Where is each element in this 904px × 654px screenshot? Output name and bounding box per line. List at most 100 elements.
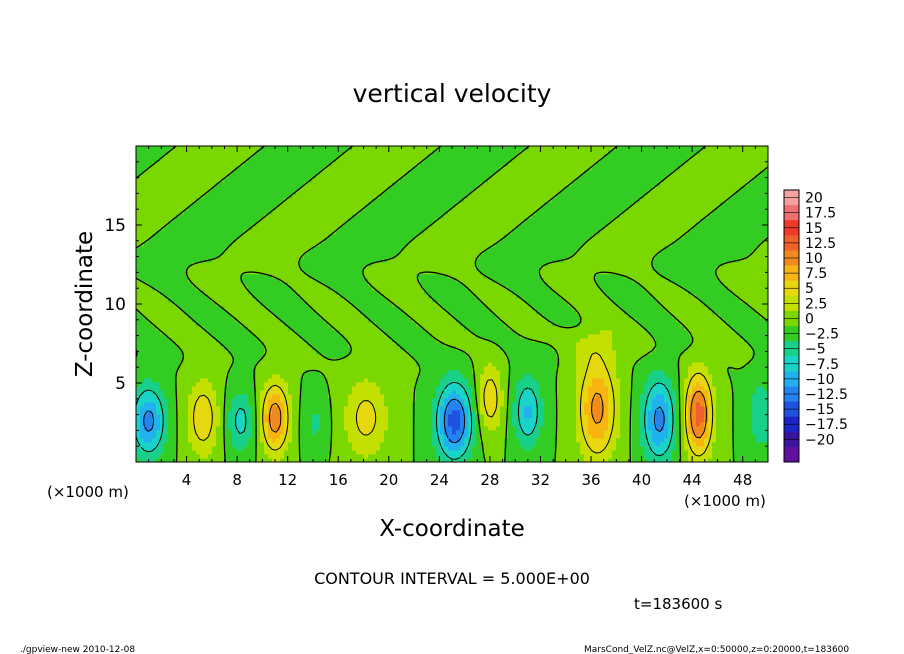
- field-cell: [268, 346, 273, 351]
- field-cell: [248, 342, 253, 347]
- field-cell: [184, 418, 189, 423]
- field-cell: [140, 438, 145, 443]
- field-cell: [724, 338, 729, 343]
- field-cell: [672, 426, 677, 431]
- field-cell: [152, 414, 157, 419]
- field-cell: [160, 358, 165, 363]
- field-cell: [272, 422, 277, 427]
- field-cell: [728, 398, 733, 403]
- field-cell: [208, 446, 213, 451]
- field-cell: [304, 354, 309, 359]
- field-cell: [600, 386, 605, 391]
- field-cell: [212, 370, 217, 375]
- field-cell: [672, 354, 677, 359]
- field-cell: [380, 414, 385, 419]
- field-cell: [276, 442, 281, 447]
- field-cell: [704, 362, 709, 367]
- field-cell: [540, 422, 545, 427]
- field-cell: [552, 370, 557, 375]
- field-cell: [716, 442, 721, 447]
- field-cell: [292, 434, 297, 439]
- field-cell: [672, 338, 677, 343]
- field-cell: [268, 450, 273, 455]
- field-cell: [308, 350, 313, 355]
- field-cell: [288, 358, 293, 363]
- field-cell: [632, 350, 637, 355]
- field-cell: [268, 374, 273, 379]
- field-cell: [744, 398, 749, 403]
- field-cell: [304, 350, 309, 355]
- field-cell: [252, 358, 257, 363]
- field-cell: [464, 378, 469, 383]
- field-cell: [708, 386, 713, 391]
- field-cell: [376, 358, 381, 363]
- field-cell: [648, 398, 653, 403]
- field-cell: [640, 426, 645, 431]
- field-cell: [628, 398, 633, 403]
- field-cell: [336, 370, 341, 375]
- field-cell: [688, 438, 693, 443]
- field-cell: [380, 430, 385, 435]
- field-cell: [400, 394, 405, 399]
- field-cell: [324, 386, 329, 391]
- field-cell: [204, 358, 209, 363]
- field-cell: [428, 434, 433, 439]
- field-cell: [600, 426, 605, 431]
- field-cell: [668, 418, 673, 423]
- field-cell: [452, 366, 457, 371]
- field-cell: [424, 334, 429, 339]
- field-cell: [432, 346, 437, 351]
- field-cell: [700, 450, 705, 455]
- field-cell: [700, 458, 705, 462]
- field-cell: [160, 418, 165, 423]
- field-cell: [396, 370, 401, 375]
- field-cell: [324, 394, 329, 399]
- field-cell: [452, 370, 457, 375]
- field-cell: [284, 418, 289, 423]
- field-cell: [168, 422, 173, 427]
- field-cell: [716, 426, 721, 431]
- field-cell: [500, 342, 505, 347]
- field-cell: [604, 438, 609, 443]
- field-cell: [204, 374, 209, 379]
- field-cell: [572, 410, 577, 415]
- field-cell: [348, 378, 353, 383]
- field-cell: [408, 450, 413, 455]
- field-cell: [744, 438, 749, 443]
- field-cell: [688, 406, 693, 411]
- field-cell: [172, 434, 177, 439]
- field-cell: [596, 458, 601, 462]
- field-cell: [416, 418, 421, 423]
- field-cell: [276, 346, 281, 351]
- field-cell: [172, 450, 177, 455]
- field-cell: [732, 382, 737, 387]
- field-cell: [332, 378, 337, 383]
- field-cell: [444, 370, 449, 375]
- field-cell: [712, 406, 717, 411]
- field-cell: [600, 394, 605, 399]
- field-cell: [140, 354, 145, 359]
- field-cell: [172, 378, 177, 383]
- field-cell: [652, 442, 657, 447]
- field-cell: [360, 382, 365, 387]
- field-cell: [316, 454, 321, 459]
- field-cell: [420, 366, 425, 371]
- field-cell: [524, 402, 529, 407]
- field-cell: [428, 410, 433, 415]
- field-cell: [592, 402, 597, 407]
- field-cell: [236, 414, 241, 419]
- field-cell: [140, 406, 145, 411]
- field-cell: [724, 422, 729, 427]
- field-cell: [304, 394, 309, 399]
- field-cell: [600, 458, 605, 462]
- field-cell: [720, 458, 725, 462]
- field-cell: [292, 410, 297, 415]
- field-cell: [620, 398, 625, 403]
- field-cell: [520, 426, 525, 431]
- field-cell: [352, 426, 357, 431]
- field-cell: [180, 406, 185, 411]
- field-cell: [520, 442, 525, 447]
- field-cell: [252, 386, 257, 391]
- field-cell: [452, 438, 457, 443]
- field-cell: [728, 418, 733, 423]
